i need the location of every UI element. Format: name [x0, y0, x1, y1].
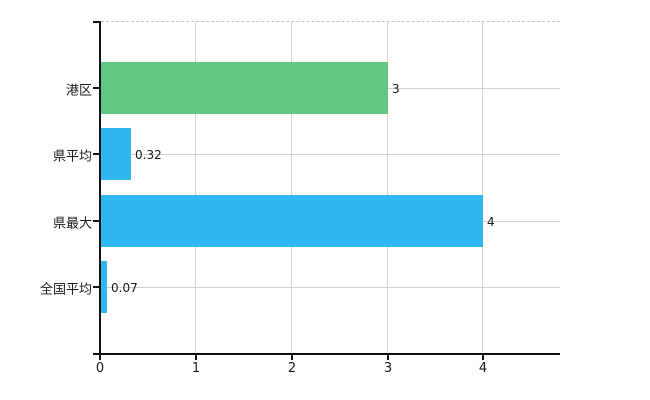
vertical-gridline	[291, 22, 292, 353]
vertical-gridline	[387, 22, 388, 353]
x-tick-label: 3	[383, 361, 393, 376]
bar[interactable]	[101, 261, 107, 313]
value-label: 3	[392, 82, 400, 96]
plot-top-border	[101, 21, 560, 22]
y-axis-tick	[93, 220, 100, 222]
horizontal-gridline	[101, 287, 560, 288]
bar[interactable]	[101, 128, 131, 180]
x-axis-tick	[195, 355, 197, 360]
y-axis-tick	[93, 21, 100, 23]
y-axis-tick	[93, 286, 100, 288]
value-label: 0.32	[135, 148, 162, 162]
category-label: 全国平均	[39, 282, 92, 298]
x-axis-tick	[99, 355, 101, 360]
x-tick-label: 2	[287, 361, 297, 376]
x-axis-tick	[387, 355, 389, 360]
category-label: 港区	[65, 83, 92, 99]
x-axis-tick	[291, 355, 293, 360]
category-label: 県最大	[52, 216, 92, 232]
bar[interactable]	[101, 62, 388, 114]
vertical-gridline	[195, 22, 196, 353]
horizontal-gridline	[101, 154, 560, 155]
x-tick-label: 4	[478, 361, 488, 376]
category-label: 県平均	[52, 149, 92, 165]
bar[interactable]	[101, 195, 483, 247]
x-tick-label: 0	[95, 361, 105, 376]
x-tick-label: 1	[191, 361, 201, 376]
value-label: 0.07	[111, 281, 138, 295]
x-axis-tick	[482, 355, 484, 360]
y-axis-tick	[93, 87, 100, 89]
y-axis-tick	[93, 153, 100, 155]
x-axis-line	[93, 353, 560, 355]
y-axis-line	[99, 21, 101, 355]
vertical-gridline	[482, 22, 483, 353]
value-label: 4	[487, 215, 495, 229]
